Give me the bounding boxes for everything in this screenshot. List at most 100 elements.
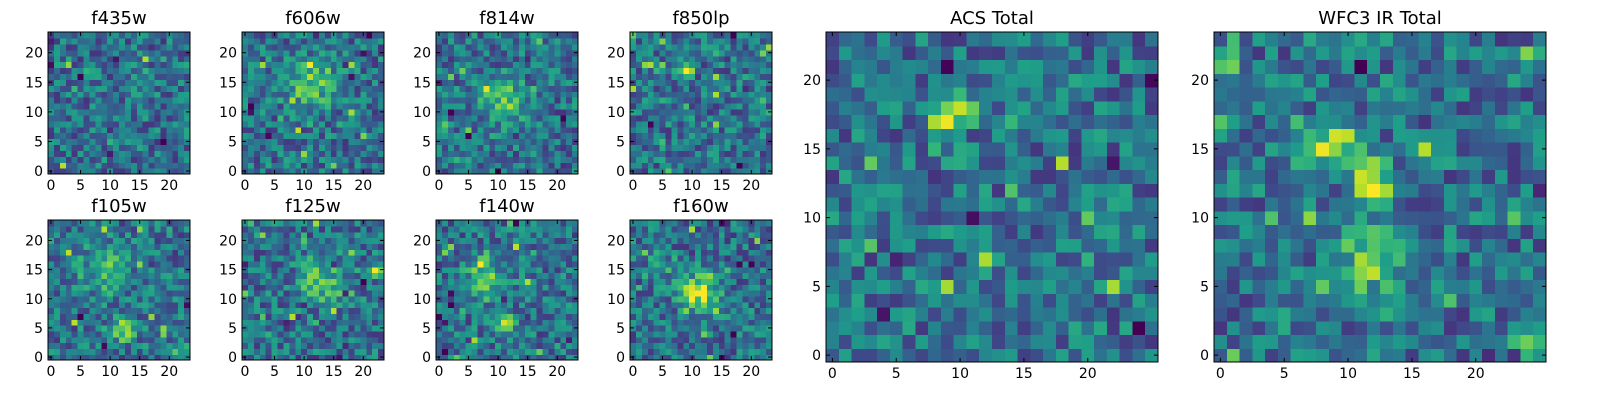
- heatmap-cell: [501, 231, 508, 239]
- heatmap-cell: [119, 168, 126, 175]
- heatmap-cell: [271, 336, 279, 344]
- heatmap-cell: [184, 120, 191, 128]
- heatmap-cell: [524, 91, 532, 98]
- heatmap-cell: [160, 103, 167, 110]
- heatmap-cell: [101, 295, 108, 303]
- heatmap-cell: [277, 150, 285, 157]
- heatmap-cell: [184, 290, 191, 297]
- heatmap-cell: [447, 103, 455, 110]
- heatmap-cell: [295, 325, 302, 332]
- heatmap-cell: [554, 55, 561, 63]
- heatmap-cell: [566, 284, 573, 291]
- heatmap-cell: [142, 278, 150, 285]
- heatmap-cell: [501, 144, 508, 151]
- heatmap-cell: [166, 225, 173, 233]
- heatmap-cell: [736, 138, 744, 146]
- heatmap-cell: [65, 168, 73, 175]
- heatmap-cell: [101, 255, 108, 262]
- heatmap-cell: [265, 330, 273, 338]
- heatmap-cell: [701, 55, 708, 63]
- heatmap-cell: [360, 156, 367, 163]
- heatmap-cell: [101, 325, 108, 332]
- heatmap-cell: [83, 91, 91, 98]
- heatmap-cell: [172, 126, 179, 134]
- heatmap-cell: [366, 325, 373, 332]
- heatmap-cell: [695, 73, 702, 80]
- heatmap-cell: [724, 319, 732, 326]
- heatmap-cell: [718, 97, 726, 104]
- heatmap-cell: [712, 61, 720, 69]
- heatmap-cell: [471, 37, 479, 45]
- heatmap-cell: [712, 342, 720, 349]
- heatmap-cell: [572, 231, 579, 239]
- heatmap-cell: [518, 61, 526, 69]
- heatmap-cell: [366, 168, 373, 175]
- heatmap-cell: [324, 243, 332, 250]
- heatmap-cell: [53, 272, 61, 279]
- heatmap-cell: [695, 85, 702, 92]
- heatmap-cell: [59, 325, 67, 332]
- heatmap-cell: [313, 162, 320, 169]
- heatmap-cell: [459, 138, 467, 146]
- heatmap-cell: [124, 138, 132, 146]
- heatmap-cell: [766, 150, 773, 157]
- heatmap-cell: [71, 168, 79, 175]
- heatmap-cell: [366, 73, 373, 80]
- heatmap-cell: [366, 284, 373, 291]
- heatmap-cell: [83, 301, 91, 309]
- heatmap-cell: [253, 272, 261, 279]
- heatmap-cell: [277, 290, 285, 297]
- heatmap-cell: [659, 260, 667, 268]
- heatmap-cell: [748, 126, 755, 134]
- heatmap-cell: [107, 325, 114, 332]
- heatmap-cell: [724, 138, 732, 146]
- heatmap-cell: [483, 319, 490, 326]
- heatmap-cell: [471, 330, 479, 338]
- heatmap-cell: [560, 225, 567, 233]
- heatmap-cell: [760, 307, 767, 314]
- heatmap-cell: [766, 348, 773, 355]
- heatmap-cell: [572, 272, 579, 279]
- heatmap-cell: [253, 249, 261, 256]
- heatmap-cell: [289, 138, 296, 146]
- heatmap-cell: [178, 132, 185, 140]
- heatmap-cell: [501, 103, 508, 110]
- heatmap-cell: [459, 162, 467, 169]
- heatmap-cell: [253, 348, 261, 355]
- heatmap-cell: [119, 290, 126, 297]
- heatmap-cell: [736, 266, 744, 274]
- heatmap-cell: [671, 243, 678, 250]
- heatmap-cell: [542, 255, 550, 262]
- heatmap-cell: [671, 138, 678, 146]
- heatmap-cell: [471, 120, 479, 128]
- heatmap-cell: [453, 348, 461, 355]
- heatmap-cell: [742, 220, 749, 227]
- heatmap-cell: [653, 55, 661, 63]
- heatmap-cell: [536, 91, 544, 98]
- heatmap-cell: [71, 32, 79, 39]
- heatmap-cell: [253, 162, 261, 169]
- heatmap-cell: [277, 43, 285, 51]
- heatmap-cell: [453, 237, 461, 244]
- heatmap-cell: [124, 108, 132, 116]
- x-tick-label: 15: [519, 178, 537, 194]
- heatmap-cell: [554, 91, 561, 98]
- heatmap-cell: [348, 114, 356, 122]
- heatmap-cell: [184, 37, 191, 45]
- heatmap-cell: [671, 231, 678, 239]
- heatmap-cell: [536, 32, 544, 39]
- heatmap-cell: [160, 295, 167, 303]
- heatmap-cell: [447, 237, 455, 244]
- heatmap-cell: [689, 336, 696, 344]
- heatmap-cell: [471, 55, 479, 63]
- heatmap-cell: [307, 43, 314, 51]
- heatmap-cell: [107, 79, 114, 86]
- x-tick-label: 20: [742, 178, 760, 194]
- heatmap-cell: [65, 108, 73, 116]
- heatmap-cell: [630, 284, 637, 291]
- heatmap-cell: [641, 150, 649, 157]
- heatmap-cell: [718, 284, 726, 291]
- heatmap-cell: [689, 325, 696, 332]
- heatmap-cell: [348, 220, 356, 227]
